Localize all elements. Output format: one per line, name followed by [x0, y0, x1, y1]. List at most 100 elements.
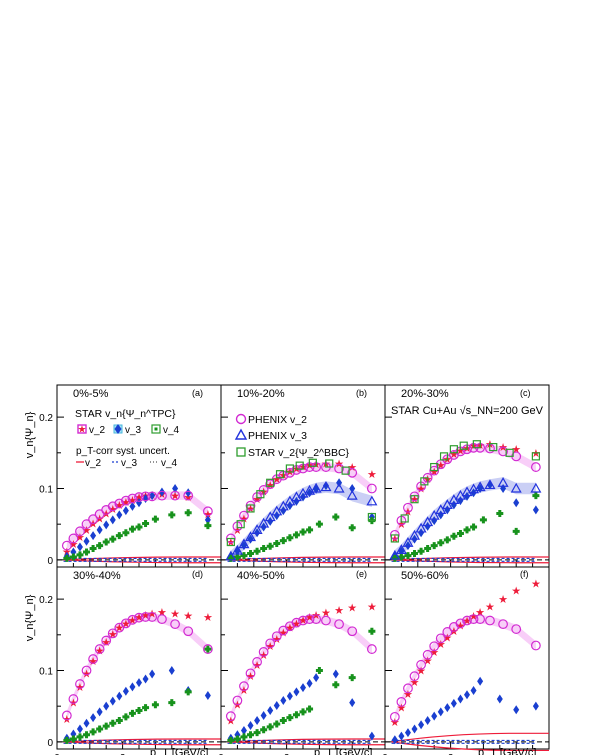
- v2-star-point: ★: [232, 700, 242, 712]
- phenix-v2-point: [409, 491, 420, 502]
- v4-cross-point: [253, 547, 261, 555]
- phenix-v3-point: [333, 482, 345, 493]
- phenix-v2-point: [239, 681, 249, 692]
- phenix-v2-point: [120, 495, 131, 506]
- phenix-v2-point: [442, 627, 453, 637]
- phenix-v2-point: [232, 695, 243, 706]
- panel-letter-c: (c): [520, 388, 531, 398]
- v3-diamond-point: [457, 694, 464, 704]
- v3-diamond-point: [76, 542, 83, 552]
- phenix-v3-point: [484, 479, 496, 490]
- legend-a-title: STAR v_n{Ψ_n^TPC}: [75, 408, 176, 420]
- v3-diamond-point: [431, 516, 438, 526]
- v3-diamond-point: [293, 687, 300, 697]
- v3-diamond-point: [349, 483, 356, 493]
- v2-star-point: ★: [429, 466, 439, 478]
- v4-cross-point: [122, 529, 130, 537]
- v4-cross-point: [496, 509, 504, 517]
- panel-letter-d: (d): [192, 569, 203, 579]
- phenix-v3-point: [408, 529, 421, 540]
- v4-cross-point: [260, 544, 268, 552]
- v4-cross-point: [450, 532, 458, 540]
- panel-letter-e: (e): [356, 569, 367, 579]
- panel-a: 00.10.2★★★★★★★★★★★★★★★★★★: [39, 384, 222, 568]
- legend-b-star-bbc-label: STAR v_2{Ψ_2^BBC}: [248, 447, 350, 459]
- star-bbc-point: [439, 452, 449, 461]
- syst-line-v2: [227, 556, 385, 561]
- syst-line-v2: [227, 738, 385, 743]
- v2-star-point: ★: [390, 717, 400, 729]
- phenix-v2-point: [101, 635, 112, 646]
- phenix-v2-point: [468, 614, 479, 625]
- phenix-v3-point: [366, 495, 378, 506]
- v3-diamond-point: [418, 528, 425, 538]
- legend-a-syst-title: p_T-corr syst. uncert.: [76, 446, 170, 457]
- phenix-v2-point: [114, 498, 125, 509]
- y-tick-label: 0.1: [39, 666, 53, 677]
- v4-cross-point: [417, 547, 425, 555]
- phenix-v2-point: [366, 483, 377, 494]
- panel-frame: [220, 566, 386, 750]
- system-label: STAR Cu+Au √s_NN=200 GeV: [391, 405, 544, 417]
- v4-cross-point: [430, 542, 438, 550]
- v3-diamond-point: [267, 516, 274, 526]
- star-bbc-point: [449, 445, 458, 454]
- v2-star-point: ★: [298, 615, 308, 627]
- phenix-v2-point: [68, 533, 79, 544]
- phenix-v2-point: [225, 711, 236, 722]
- v2-star-point: ★: [114, 623, 124, 635]
- v3-diamond-point: [496, 694, 503, 704]
- v4-cross-point: [397, 553, 405, 561]
- syst-line-v2-lower: [63, 559, 221, 564]
- x-axis-title-1: p_T [GeV/c]: [150, 747, 209, 755]
- v2-star-point: ★: [88, 518, 98, 530]
- phenix-v2-point: [157, 490, 167, 501]
- v3-diamond-point: [457, 496, 464, 506]
- v2-star-point: ★: [128, 615, 138, 627]
- v2-star-point: ★: [128, 495, 138, 507]
- phenix-v3-point: [395, 544, 407, 554]
- v4-cross-point: [63, 554, 71, 562]
- v4-cross-point: [63, 736, 71, 744]
- v2-star-point: ★: [449, 626, 459, 638]
- v4-cross-point: [96, 542, 104, 550]
- v2-star-point: ★: [334, 605, 344, 617]
- phenix-v2-point: [298, 615, 308, 626]
- y-tick-label: 0: [47, 556, 53, 567]
- phenix-v2-point: [347, 467, 358, 478]
- v4-cross-point: [266, 723, 274, 731]
- v3-diamond-point: [204, 690, 211, 700]
- svg-text:★: ★: [78, 425, 87, 436]
- v3-diamond-point: [83, 718, 90, 728]
- v3-diamond-point: [300, 683, 306, 693]
- phenix-v2-point: [422, 649, 433, 660]
- v4-cross-point: [424, 544, 432, 552]
- x-axis-title-2: p_T [GeV/c]: [314, 747, 373, 755]
- v3-diamond-point: [332, 669, 339, 679]
- v3-diamond-point: [532, 701, 539, 711]
- phenix-v2-point: [81, 519, 92, 530]
- v3-diamond-point: [76, 724, 83, 734]
- v2-star-point: ★: [68, 539, 78, 551]
- phenix-v2-point: [88, 654, 98, 664]
- star-bbc-point: [420, 477, 429, 486]
- phenix-v3-point: [244, 531, 257, 542]
- phenix-v2-point: [321, 615, 331, 626]
- v4-cross-point: [102, 538, 110, 546]
- star-bbc-point: [489, 442, 498, 452]
- v4-cross-point: [128, 525, 136, 533]
- phenix-v3-point: [238, 538, 250, 549]
- v2-star-point: ★: [410, 677, 420, 689]
- v4-cross-point: [292, 711, 300, 719]
- v2-star-point: ★: [429, 647, 439, 659]
- v2-star-point: ★: [347, 603, 357, 615]
- star-bbc-point: [472, 440, 481, 449]
- legend-b-phenix-v3-label: PHENIX v_3: [248, 430, 307, 442]
- v2-star-point: ★: [462, 616, 472, 628]
- phenix-v2-point: [403, 502, 413, 513]
- v2-star-point: ★: [423, 655, 433, 667]
- phenix-v2-band: [66, 491, 208, 550]
- v3-diamond-point: [247, 534, 254, 544]
- v2-star-point: ★: [170, 608, 180, 620]
- v2-star-point: ★: [511, 444, 521, 456]
